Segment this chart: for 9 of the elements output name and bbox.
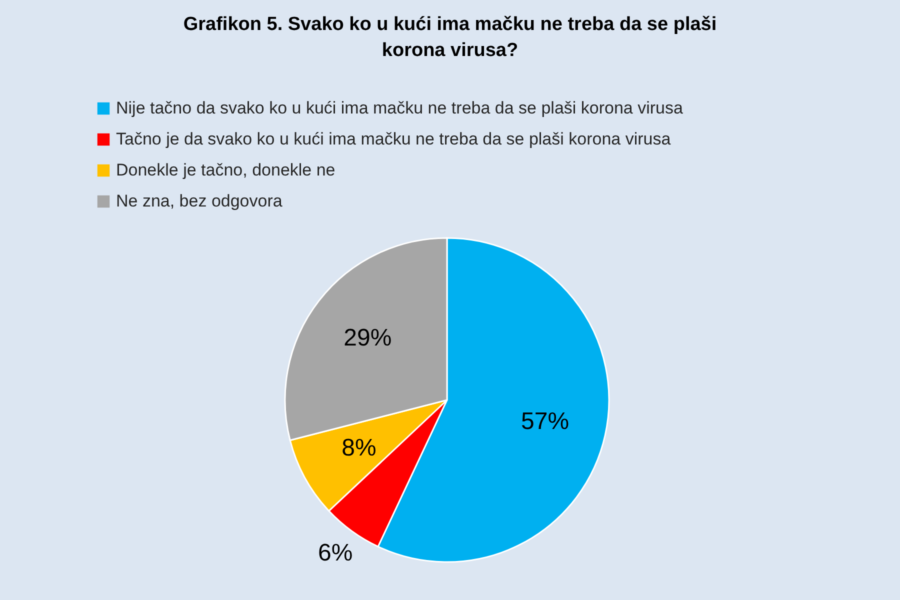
data-label: 6% [318, 540, 353, 567]
legend-label: Ne zna, bez odgovora [116, 192, 283, 210]
legend-label: Nije tačno da svako ko u kući ima mačku ne treba da se plaši korona virusa [116, 98, 684, 118]
data-label: 29% [344, 324, 392, 352]
data-label: 57% [521, 408, 570, 435]
chart-title: Grafikon 5. Svako ko u kući ima mačku ne treba da se plaši korona virusa? [183, 14, 717, 61]
legend-label: Tačno je da svako ko u kući ima mačku ne treba da se plaši korona virusa [116, 130, 672, 148]
data-label: 8% [342, 434, 376, 462]
legend-label: Donekle je tačno, donekle ne [116, 160, 336, 180]
